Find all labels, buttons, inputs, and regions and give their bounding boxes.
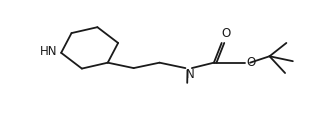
- Text: HN: HN: [40, 45, 58, 58]
- Text: O: O: [221, 26, 230, 40]
- Text: N: N: [186, 68, 195, 81]
- Text: O: O: [246, 56, 256, 69]
